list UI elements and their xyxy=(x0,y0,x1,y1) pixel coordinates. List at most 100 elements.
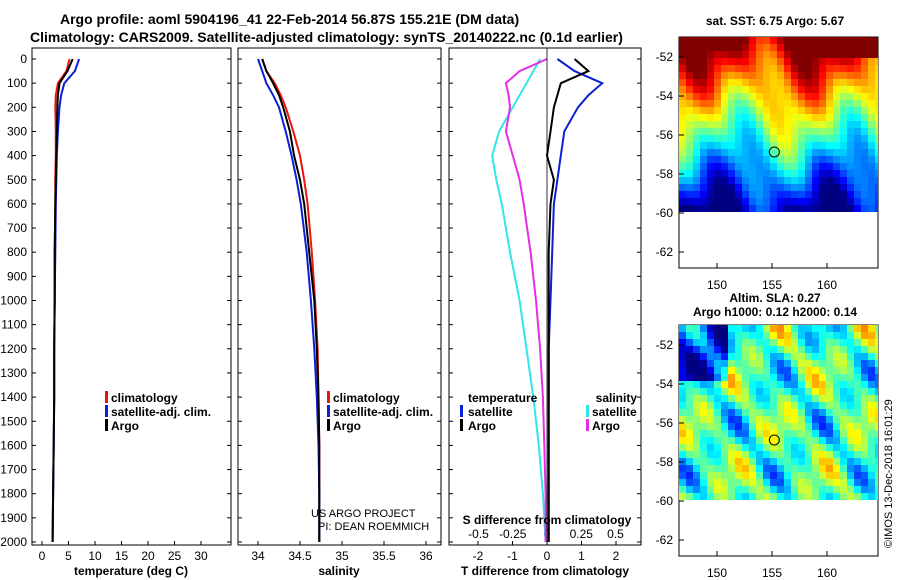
map-cell xyxy=(714,142,722,150)
map-cell xyxy=(812,163,820,171)
map-cell xyxy=(756,430,764,438)
map-cell xyxy=(784,72,792,80)
map-cell xyxy=(777,437,785,445)
map-cell xyxy=(840,493,848,500)
map-cell xyxy=(721,458,729,466)
map-cell xyxy=(735,388,743,396)
map-cell xyxy=(763,332,771,340)
map-y-tick-label: -56 xyxy=(656,416,674,430)
map-cell xyxy=(826,465,834,473)
map-cell xyxy=(777,451,785,459)
map-cell xyxy=(868,72,876,80)
map-cell xyxy=(756,395,764,403)
map-cell xyxy=(819,177,827,185)
map-cell xyxy=(679,339,687,347)
map-cell xyxy=(826,402,834,410)
map-cell xyxy=(854,395,862,403)
map-cell xyxy=(749,135,757,143)
map-cell xyxy=(847,72,855,80)
map-cell xyxy=(812,44,820,52)
map-cell xyxy=(742,65,750,73)
map-cell xyxy=(735,184,743,192)
map-cell xyxy=(728,177,736,185)
map-cell xyxy=(875,367,878,375)
map-cell xyxy=(875,423,878,431)
map-cell xyxy=(791,451,799,459)
map-cell xyxy=(875,114,878,122)
map-cell xyxy=(812,451,820,459)
map-cell xyxy=(756,381,764,389)
map-cell xyxy=(728,395,736,403)
map-cell xyxy=(686,486,694,494)
map-cell xyxy=(826,479,834,487)
map-cell xyxy=(805,346,813,354)
map-cell xyxy=(812,458,820,466)
map-cell xyxy=(819,65,827,73)
map-cell xyxy=(756,149,764,157)
map-cell xyxy=(735,58,743,66)
map-cell xyxy=(798,170,806,178)
map-cell xyxy=(791,388,799,396)
map-cell xyxy=(742,339,750,347)
map-cell xyxy=(861,163,869,171)
map-cell xyxy=(742,360,750,368)
map-cell xyxy=(861,339,869,347)
map-cell xyxy=(700,86,708,94)
map-cell xyxy=(868,86,876,94)
map-cell xyxy=(707,163,715,171)
map-cell xyxy=(833,177,841,185)
map-cell xyxy=(805,170,813,178)
map-cell xyxy=(777,44,785,52)
map-cell xyxy=(714,332,722,340)
map-cell xyxy=(728,409,736,417)
map-cell xyxy=(840,444,848,452)
map-cell xyxy=(875,437,878,445)
map-cell xyxy=(679,402,687,410)
map-cell xyxy=(784,128,792,136)
map-cell xyxy=(777,205,785,212)
map-cell xyxy=(749,184,757,192)
map-cell xyxy=(700,458,708,466)
map-cell xyxy=(770,493,778,500)
map-cell xyxy=(679,65,687,73)
map-cell xyxy=(784,121,792,129)
map-cell xyxy=(798,465,806,473)
title-line-2: Climatology: CARS2009. Satellite-adjuste… xyxy=(30,29,623,45)
map-cell xyxy=(742,156,750,164)
map-cell xyxy=(798,346,806,354)
map-cell xyxy=(791,37,799,45)
map-cell xyxy=(805,444,813,452)
map-cell xyxy=(714,107,722,115)
map-cell xyxy=(735,409,743,417)
map-cell xyxy=(707,198,715,206)
map-cell xyxy=(770,346,778,354)
map-cell xyxy=(700,128,708,136)
map-cell xyxy=(791,458,799,466)
map-cell xyxy=(826,142,834,150)
map-cell xyxy=(840,367,848,375)
map-cell xyxy=(735,472,743,480)
map-cell xyxy=(826,86,834,94)
map-cell xyxy=(868,395,876,403)
map-cell xyxy=(798,430,806,438)
map-cell xyxy=(847,486,855,494)
map-cell xyxy=(875,360,878,368)
map-cell xyxy=(714,325,722,333)
map-cell xyxy=(819,437,827,445)
map-cell xyxy=(714,444,722,452)
map-cell xyxy=(763,142,771,150)
map-cell xyxy=(679,142,687,150)
map-cell xyxy=(728,128,736,136)
map-cell xyxy=(784,37,792,45)
map-cell xyxy=(735,332,743,340)
map-cell xyxy=(721,177,729,185)
map-cell xyxy=(847,163,855,171)
map-cell xyxy=(819,346,827,354)
map-cell xyxy=(791,472,799,480)
map-cell xyxy=(812,430,820,438)
map-cell xyxy=(693,486,701,494)
legend-swatch-t-argo xyxy=(460,419,463,431)
map-cell xyxy=(854,353,862,361)
map-cell xyxy=(756,479,764,487)
